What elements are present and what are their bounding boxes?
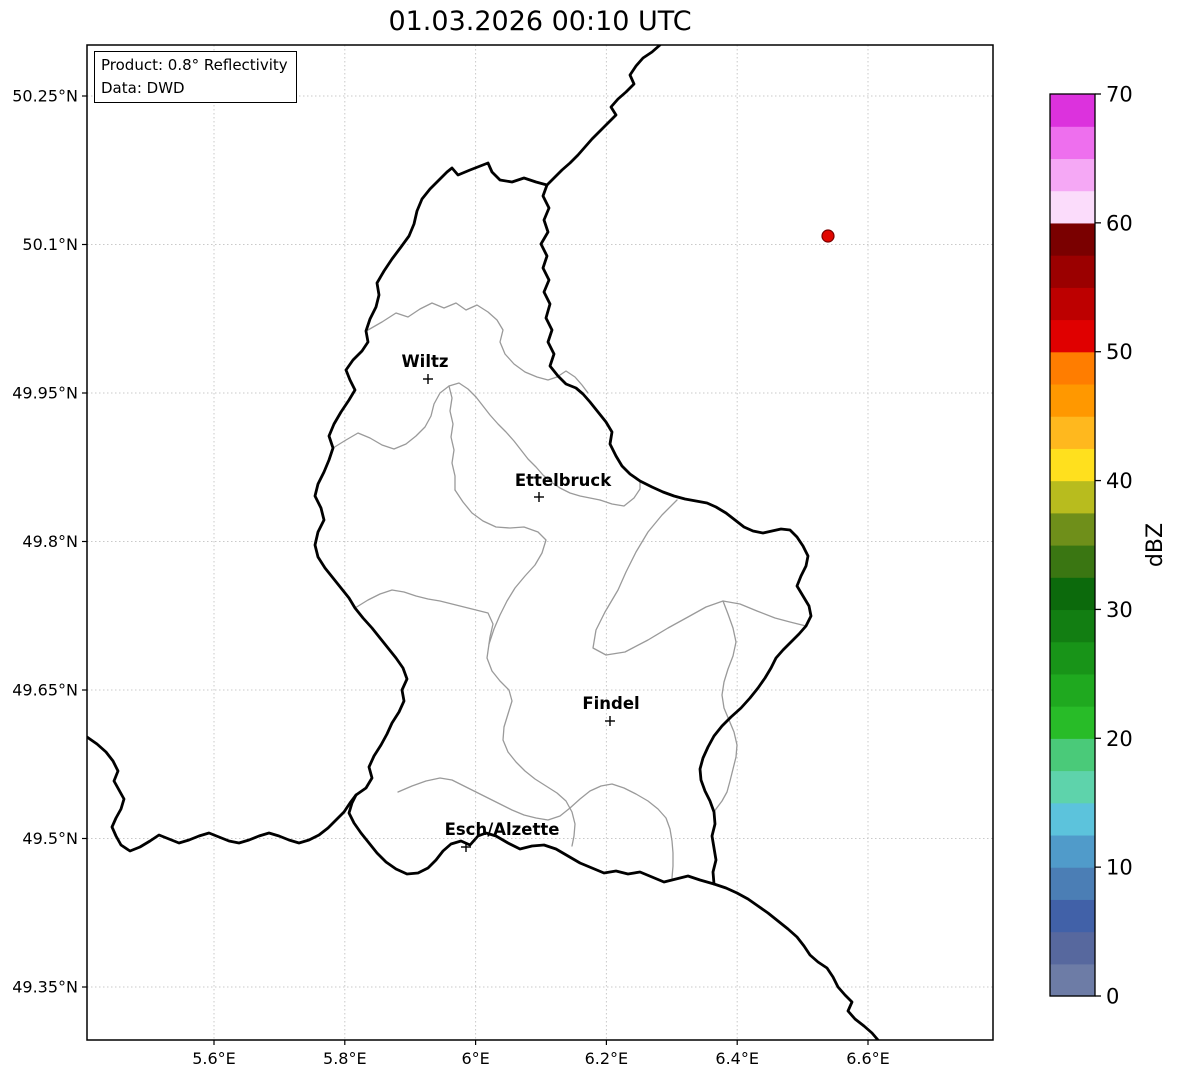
colorbar-segment	[1050, 641, 1095, 675]
country-border-line	[545, 45, 662, 187]
x-tick-label: 6.2°E	[585, 1049, 629, 1068]
colorbar-segment	[1050, 126, 1095, 160]
colorbar-tick-label: 50	[1106, 340, 1133, 364]
colorbar-tick-label: 40	[1106, 469, 1133, 493]
district-border	[354, 589, 494, 645]
colorbar-segment	[1050, 287, 1095, 321]
x-tick-label: 6.4°E	[715, 1049, 759, 1068]
country-border-line	[712, 882, 880, 1040]
x-tick-label: 5.8°E	[323, 1049, 367, 1068]
colorbar-segment	[1050, 673, 1095, 707]
observation-dot	[821, 229, 835, 243]
y-tick-label: 50.1°N	[22, 235, 78, 254]
colorbar-segment	[1050, 416, 1095, 449]
colorbar: 0 10 20 30 40 50 60 70 dBZ	[1049, 83, 1168, 1009]
colorbar-axis-label: dBZ	[1143, 523, 1168, 567]
city-label-wiltz: Wiltz	[401, 352, 448, 371]
colorbar-tick-label: 10	[1106, 856, 1133, 880]
colorbar-segment	[1050, 963, 1095, 997]
colorbar-segment	[1050, 706, 1095, 739]
colorbar-tick-label: 70	[1106, 83, 1133, 107]
colorbar-segment	[1050, 190, 1095, 224]
colorbar-segment	[1050, 255, 1095, 288]
plot-frame	[86, 44, 994, 1041]
colorbar-frame	[1049, 93, 1096, 997]
district-border	[454, 489, 576, 847]
x-tick-label: 6°E	[461, 1049, 489, 1068]
grid-layer	[87, 45, 993, 1040]
colorbar-tick-label: 60	[1106, 211, 1133, 235]
colorbar-segment	[1050, 448, 1095, 482]
axes-layer: 50.25°N 50.1°N 49.95°N 49.8°N 49.65°N 49.5°N 4…	[12, 87, 890, 1069]
colorbar-segment	[1050, 931, 1095, 965]
colorbar-segment	[1050, 867, 1095, 900]
y-tick-label: 49.65°N	[12, 681, 78, 700]
colorbar-segment	[1050, 770, 1095, 804]
map-layer	[87, 45, 880, 1040]
district-border	[556, 370, 589, 394]
product-annotation-box: Product: 0.8° Reflectivity Data: DWD	[94, 51, 297, 103]
city-label-findel: Findel	[582, 694, 639, 713]
colorbar-segment	[1050, 802, 1095, 836]
district-border	[448, 385, 456, 491]
colorbar-segment	[1050, 609, 1095, 643]
plot-background	[87, 45, 993, 1040]
colorbar-segment	[1050, 512, 1095, 546]
y-tick-label: 49.95°N	[12, 384, 78, 403]
colorbar-tick-label: 20	[1106, 727, 1133, 751]
district-border	[332, 382, 601, 501]
colorbar-segment	[1050, 480, 1095, 514]
colorbar-segment	[1050, 834, 1095, 868]
district-border	[367, 302, 558, 381]
plot-title: 01.03.2026 00:10 UTC	[388, 6, 692, 37]
city-ettelbruck: Ettelbruck	[515, 471, 612, 502]
x-tick-label: 6.6°E	[846, 1049, 890, 1068]
colorbar-segment	[1050, 351, 1095, 385]
annotation-product-line: Product: 0.8° Reflectivity	[101, 56, 288, 74]
district-border	[397, 777, 674, 879]
colorbar-segment	[1050, 577, 1095, 611]
colorbar-segment	[1050, 383, 1095, 417]
y-tick-label: 49.8°N	[22, 532, 78, 551]
colorbar-segment	[1050, 545, 1095, 578]
colorbar-tick-label: 0	[1106, 985, 1119, 1009]
colorbar-tick-label: 30	[1106, 598, 1133, 622]
colorbar-segment	[1050, 738, 1095, 772]
city-wiltz: Wiltz	[401, 352, 449, 384]
city-label-ettelbruck: Ettelbruck	[515, 471, 612, 490]
colorbar-segment	[1050, 319, 1095, 353]
y-tick-label: 49.5°N	[22, 829, 78, 848]
country-border-line	[87, 735, 358, 853]
cities-layer: Wiltz Ettelbruck Findel Esch/Alzette	[401, 352, 640, 852]
annotation-data-line: Data: DWD	[101, 78, 185, 97]
colorbar-segment	[1050, 222, 1095, 256]
city-findel: Findel	[582, 694, 640, 726]
city-label-esch-alzette: Esch/Alzette	[445, 820, 560, 839]
district-border	[599, 480, 641, 507]
country-border-luxembourg	[313, 161, 813, 886]
colorbar-segment	[1050, 94, 1095, 127]
colorbar-segment	[1050, 158, 1095, 192]
y-tick-label: 50.25°N	[12, 87, 78, 106]
y-tick-label: 49.35°N	[12, 978, 78, 997]
x-tick-label: 5.6°E	[192, 1049, 236, 1068]
city-esch-alzette: Esch/Alzette	[445, 820, 560, 852]
colorbar-segment	[1050, 899, 1095, 933]
district-border	[592, 499, 807, 656]
